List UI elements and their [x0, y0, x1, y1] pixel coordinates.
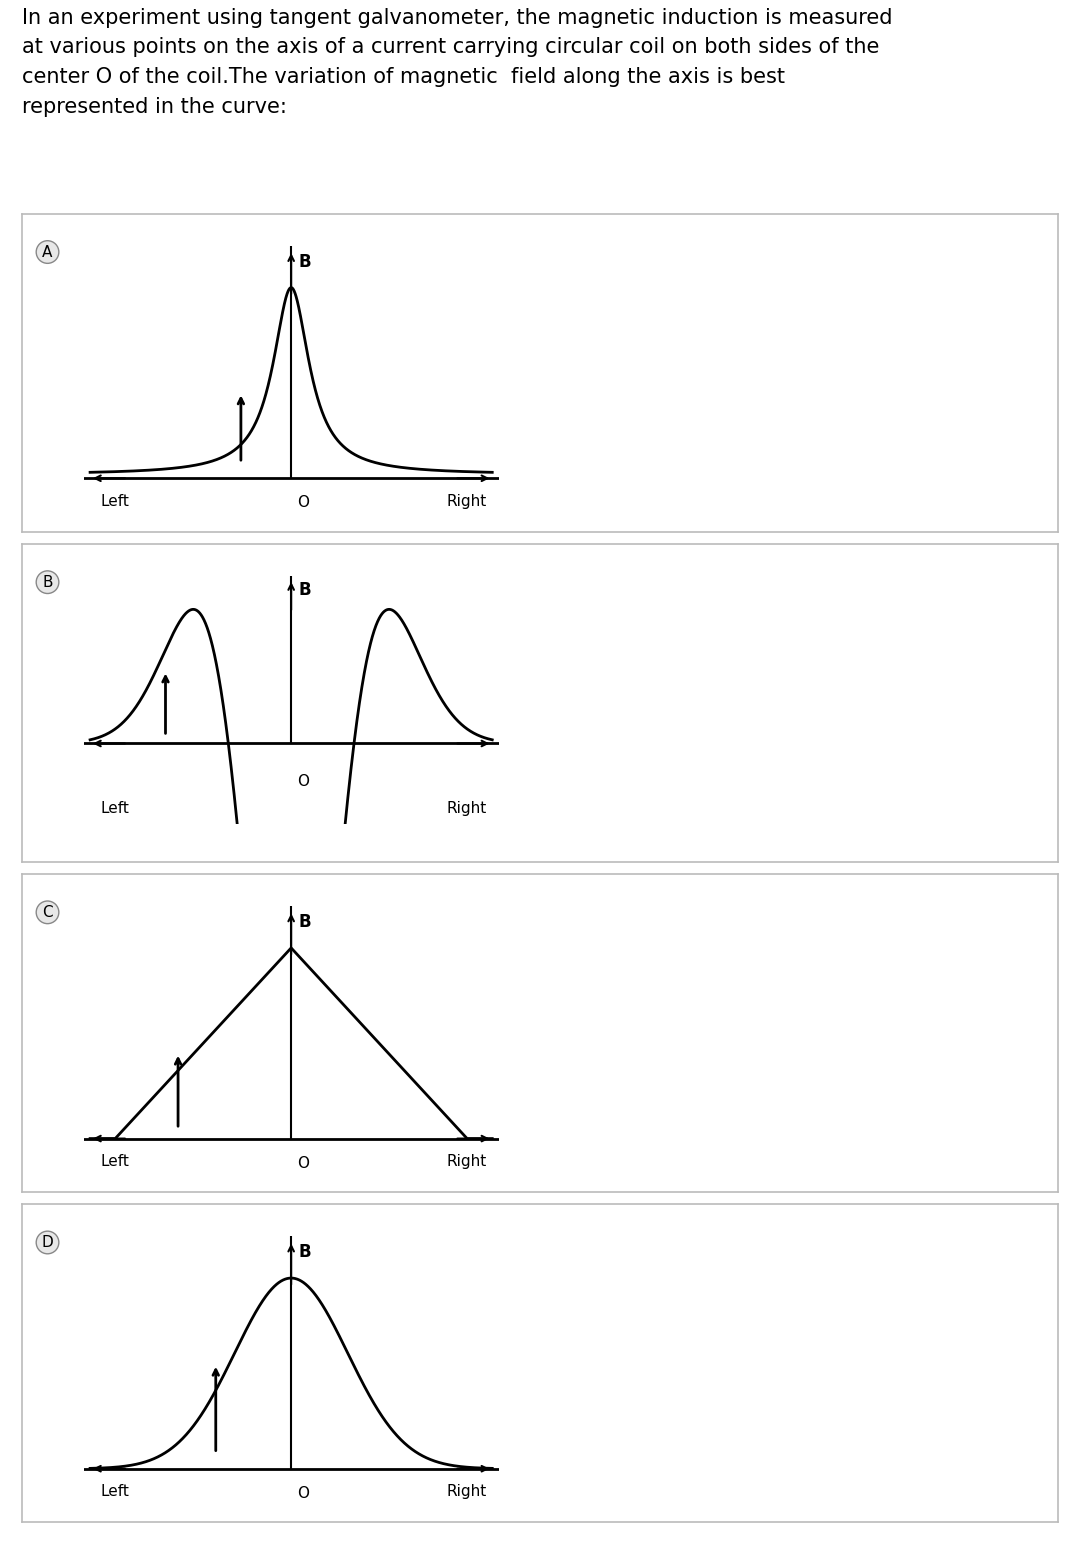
- Text: Left: Left: [100, 493, 130, 508]
- Text: O: O: [297, 1156, 310, 1170]
- Text: Right: Right: [447, 493, 487, 508]
- Text: Left: Left: [100, 801, 130, 815]
- Text: Left: Left: [100, 1153, 130, 1169]
- Text: Right: Right: [447, 1483, 487, 1499]
- Text: B: B: [299, 581, 311, 598]
- Text: O: O: [297, 775, 310, 789]
- Text: D: D: [42, 1235, 53, 1249]
- Text: O: O: [297, 1486, 310, 1500]
- Text: Right: Right: [447, 1153, 487, 1169]
- Text: B: B: [42, 575, 53, 589]
- Text: B: B: [299, 1243, 311, 1262]
- Text: Left: Left: [100, 1483, 130, 1499]
- Text: C: C: [42, 905, 53, 919]
- Text: Right: Right: [447, 801, 487, 815]
- Text: In an experiment using tangent galvanometer, the magnetic induction is measured
: In an experiment using tangent galvanome…: [22, 8, 892, 116]
- Text: B: B: [299, 913, 311, 932]
- Text: B: B: [299, 253, 311, 271]
- Text: A: A: [42, 245, 53, 259]
- Text: O: O: [297, 496, 310, 510]
